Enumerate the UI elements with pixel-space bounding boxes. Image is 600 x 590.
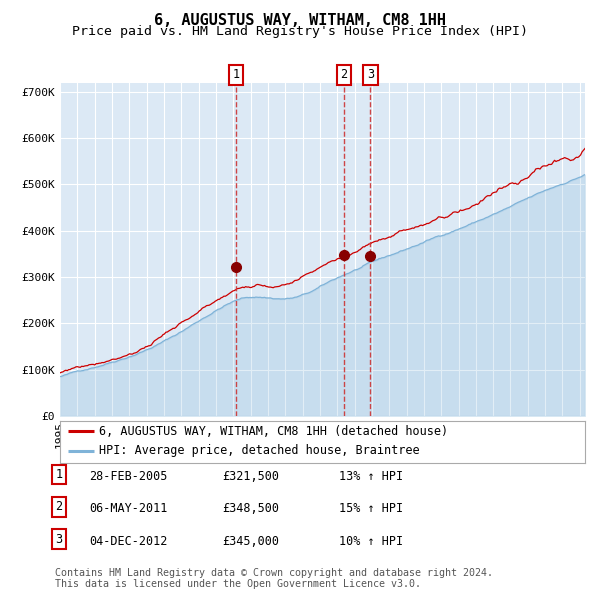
Text: 1: 1: [232, 68, 239, 81]
Text: 10% ↑ HPI: 10% ↑ HPI: [339, 535, 403, 548]
Text: Price paid vs. HM Land Registry's House Price Index (HPI): Price paid vs. HM Land Registry's House …: [72, 25, 528, 38]
Text: 6, AUGUSTUS WAY, WITHAM, CM8 1HH (detached house): 6, AUGUSTUS WAY, WITHAM, CM8 1HH (detach…: [100, 425, 449, 438]
Text: 1: 1: [55, 468, 62, 481]
Text: £345,000: £345,000: [222, 535, 279, 548]
Text: This data is licensed under the Open Government Licence v3.0.: This data is licensed under the Open Gov…: [55, 579, 421, 589]
Text: HPI: Average price, detached house, Braintree: HPI: Average price, detached house, Brai…: [100, 444, 420, 457]
Text: 15% ↑ HPI: 15% ↑ HPI: [339, 502, 403, 515]
Text: £321,500: £321,500: [222, 470, 279, 483]
Text: 2: 2: [340, 68, 347, 81]
Text: 2: 2: [55, 500, 62, 513]
Text: 6, AUGUSTUS WAY, WITHAM, CM8 1HH: 6, AUGUSTUS WAY, WITHAM, CM8 1HH: [154, 13, 446, 28]
Text: 13% ↑ HPI: 13% ↑ HPI: [339, 470, 403, 483]
Text: 3: 3: [367, 68, 374, 81]
Text: 04-DEC-2012: 04-DEC-2012: [89, 535, 167, 548]
Text: 28-FEB-2005: 28-FEB-2005: [89, 470, 167, 483]
Text: Contains HM Land Registry data © Crown copyright and database right 2024.: Contains HM Land Registry data © Crown c…: [55, 568, 493, 578]
Text: £348,500: £348,500: [222, 502, 279, 515]
Text: 3: 3: [55, 533, 62, 546]
Text: 06-MAY-2011: 06-MAY-2011: [89, 502, 167, 515]
